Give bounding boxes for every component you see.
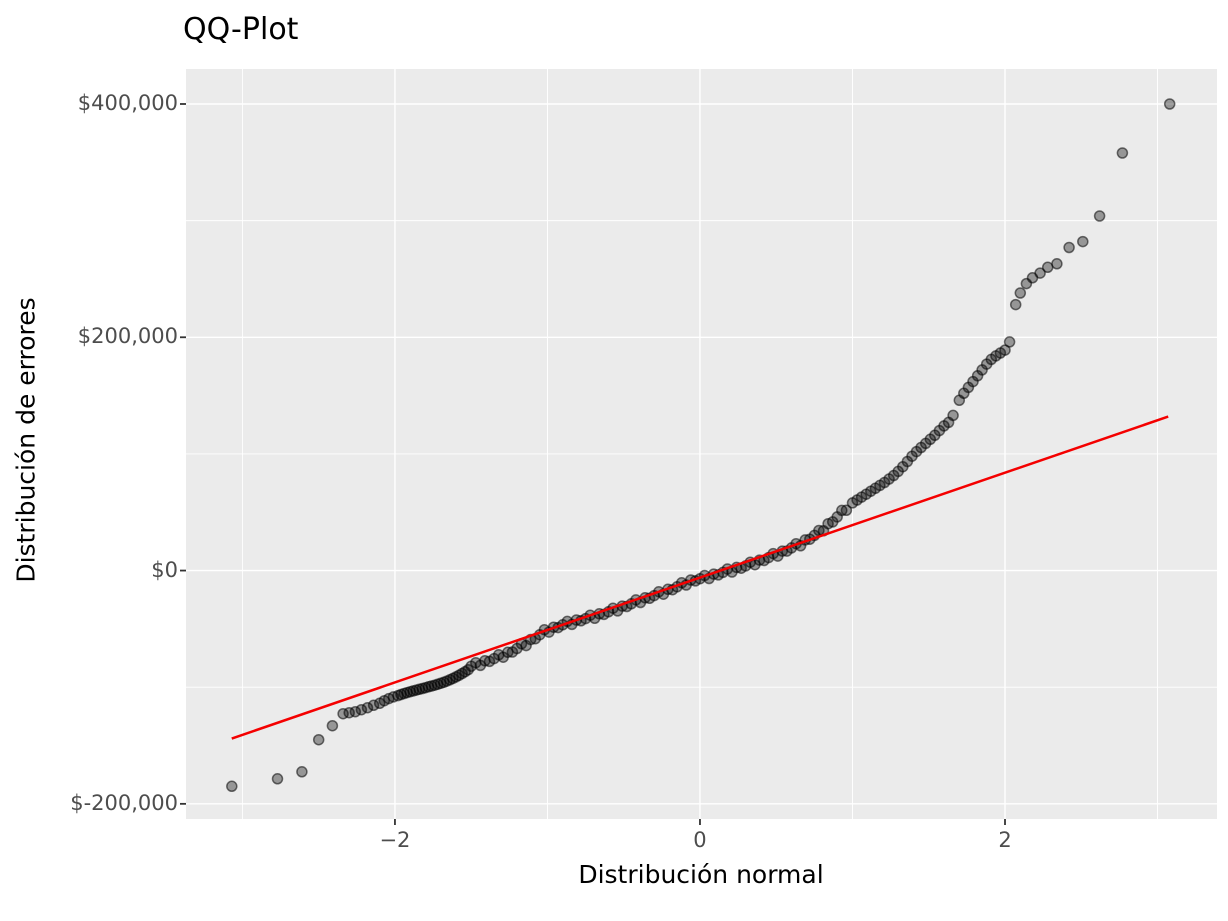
data-point	[1163, 98, 1176, 110]
data-point	[947, 409, 959, 422]
data-point	[840, 504, 853, 517]
plot-panel	[186, 69, 1217, 819]
data-point	[296, 766, 308, 778]
data-point	[271, 773, 284, 785]
data-point	[1014, 287, 1027, 299]
data-point	[1051, 258, 1063, 270]
data-point	[367, 699, 380, 712]
data-point	[1077, 235, 1089, 248]
data-point	[355, 703, 368, 716]
data-point	[1003, 336, 1016, 348]
data-point	[326, 719, 339, 732]
data-point	[1116, 147, 1129, 159]
data-point	[349, 705, 362, 718]
data-point	[312, 733, 325, 746]
data-point	[226, 780, 238, 793]
data-point	[1093, 210, 1106, 222]
data-point	[361, 701, 374, 714]
data-point	[1009, 298, 1022, 311]
data-point	[1034, 267, 1046, 279]
data-point	[1063, 241, 1075, 254]
qq-reference-line	[231, 415, 1169, 740]
